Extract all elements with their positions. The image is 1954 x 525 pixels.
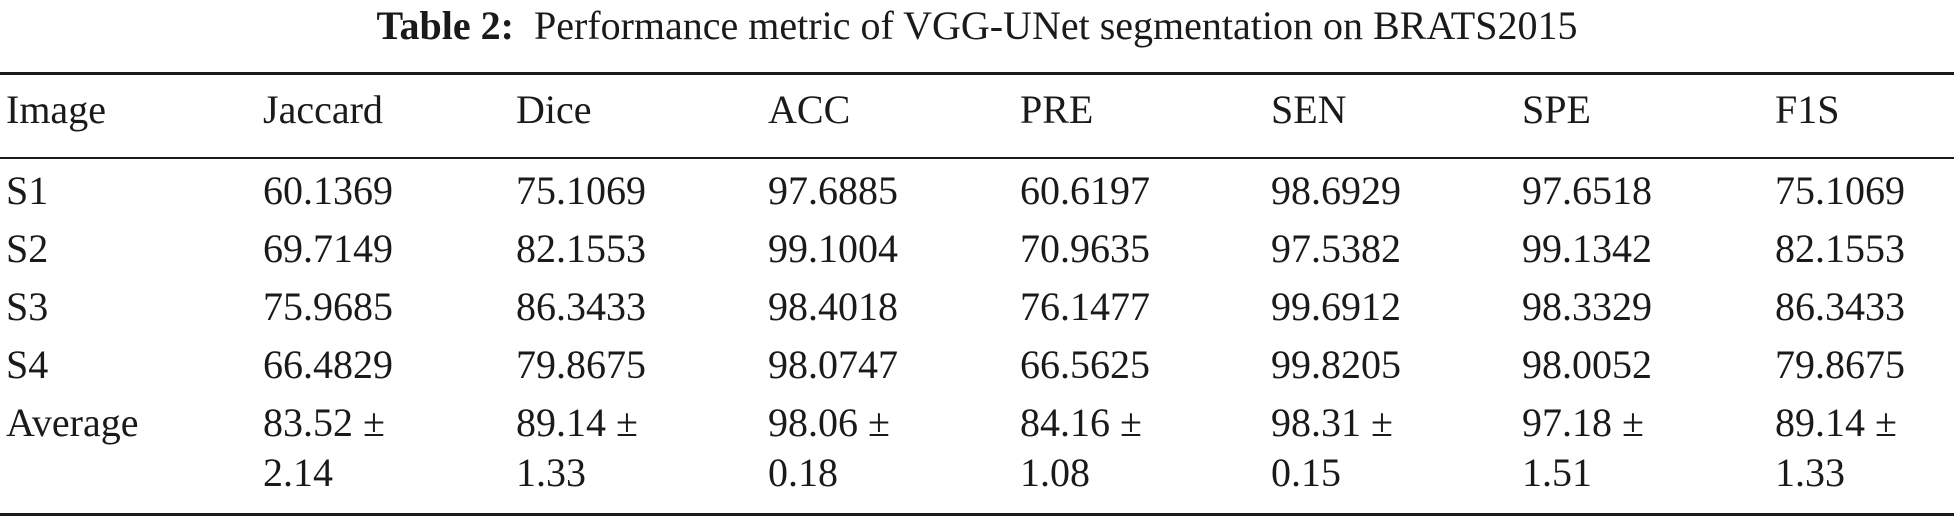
cell-acc: 98.0747 — [768, 342, 898, 387]
row-label: S4 — [6, 342, 49, 387]
average-mean: 83.52 ± — [263, 400, 385, 445]
row-label: S3 — [6, 284, 49, 329]
cell-acc: 99.1004 — [768, 226, 898, 271]
average-mean: 97.18 ± — [1522, 400, 1644, 445]
cell-f1s: 82.1553 — [1775, 226, 1905, 271]
cell-sen: 99.6912 — [1271, 284, 1401, 329]
average-std: 2.14 — [263, 450, 333, 495]
cell-f1s: 79.8675 — [1775, 342, 1905, 387]
average-std: 1.33 — [1775, 450, 1845, 495]
top-rule — [0, 72, 1954, 75]
average-dice: 89.14 ± 1.33 — [516, 398, 638, 498]
cell-dice: 79.8675 — [516, 342, 646, 387]
cell-jaccard: 60.1369 — [263, 168, 393, 213]
cell-pre: 76.1477 — [1020, 284, 1150, 329]
cell-jaccard: 75.9685 — [263, 284, 393, 329]
row-label: S1 — [6, 168, 49, 213]
cell-acc: 97.6885 — [768, 168, 898, 213]
average-pre: 84.16 ± 1.08 — [1020, 398, 1142, 498]
average-std: 0.15 — [1271, 450, 1341, 495]
cell-pre: 60.6197 — [1020, 168, 1150, 213]
cell-acc: 98.4018 — [768, 284, 898, 329]
cell-spe: 98.3329 — [1522, 284, 1652, 329]
header-image: Image — [6, 87, 106, 132]
cell-jaccard: 69.7149 — [263, 226, 393, 271]
header-acc: ACC — [768, 87, 851, 132]
header-jaccard: Jaccard — [263, 87, 383, 132]
average-f1s: 89.14 ± 1.33 — [1775, 398, 1897, 498]
header-sen: SEN — [1271, 87, 1347, 132]
average-sen: 98.31 ± 0.15 — [1271, 398, 1393, 498]
cell-pre: 66.5625 — [1020, 342, 1150, 387]
caption-text: Performance metric of VGG-UNet segmentat… — [533, 3, 1578, 48]
cell-dice: 82.1553 — [516, 226, 646, 271]
cell-jaccard: 66.4829 — [263, 342, 393, 387]
cell-dice: 75.1069 — [516, 168, 646, 213]
cell-dice: 86.3433 — [516, 284, 646, 329]
average-mean: 98.31 ± — [1271, 400, 1393, 445]
header-rule — [0, 157, 1954, 159]
header-spe: SPE — [1522, 87, 1591, 132]
row-label: S2 — [6, 226, 49, 271]
header-f1s: F1S — [1775, 87, 1840, 132]
cell-spe: 99.1342 — [1522, 226, 1652, 271]
average-std: 0.18 — [768, 450, 838, 495]
cell-pre: 70.9635 — [1020, 226, 1150, 271]
cell-f1s: 86.3433 — [1775, 284, 1905, 329]
average-mean: 98.06 ± — [768, 400, 890, 445]
average-acc: 98.06 ± 0.18 — [768, 398, 890, 498]
average-mean: 89.14 ± — [1775, 400, 1897, 445]
bottom-rule — [0, 513, 1954, 516]
cell-sen: 99.8205 — [1271, 342, 1401, 387]
header-pre: PRE — [1020, 87, 1094, 132]
cell-spe: 98.0052 — [1522, 342, 1652, 387]
average-mean: 89.14 ± — [516, 400, 638, 445]
average-std: 1.08 — [1020, 450, 1090, 495]
average-std: 1.51 — [1522, 450, 1592, 495]
caption-label: Table 2: — [376, 3, 514, 48]
cell-spe: 97.6518 — [1522, 168, 1652, 213]
average-std: 1.33 — [516, 450, 586, 495]
cell-sen: 98.6929 — [1271, 168, 1401, 213]
cell-f1s: 75.1069 — [1775, 168, 1905, 213]
header-dice: Dice — [516, 87, 592, 132]
row-label-average: Average — [6, 400, 139, 445]
table-caption: Table 2: Performance metric of VGG-UNet … — [0, 0, 1954, 62]
average-spe: 97.18 ± 1.51 — [1522, 398, 1644, 498]
cell-sen: 97.5382 — [1271, 226, 1401, 271]
average-mean: 84.16 ± — [1020, 400, 1142, 445]
average-jaccard: 83.52 ± 2.14 — [263, 398, 385, 498]
